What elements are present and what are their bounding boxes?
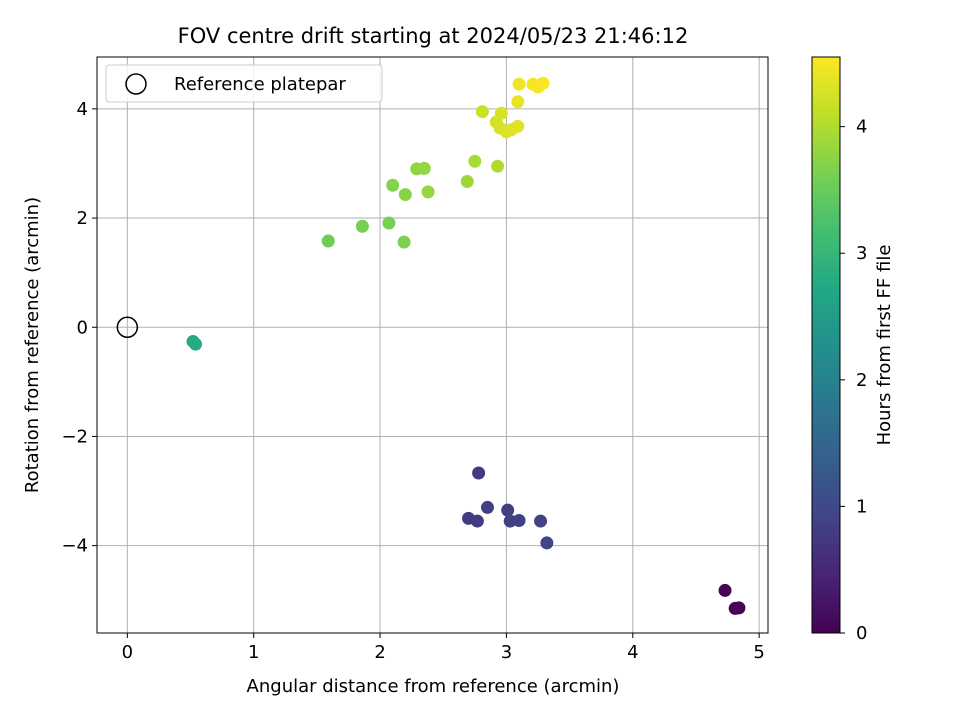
colorbar-tick-label: 0 — [856, 623, 867, 644]
reference-platepar-marker — [116, 316, 139, 339]
colorbar-tick-label: 1 — [856, 496, 867, 517]
colorbar-label: Hours from first FF file — [874, 245, 895, 446]
data-point — [321, 234, 335, 248]
reference-marker-layer — [116, 316, 139, 339]
data-point — [511, 95, 525, 109]
colorbar-gradient — [811, 56, 841, 634]
data-point — [534, 514, 548, 528]
colorbar: 0 1 2 3 4 Hours from first FF file — [811, 56, 895, 644]
colorbar-tick-label: 2 — [856, 370, 867, 391]
data-point — [501, 503, 515, 517]
x-axis-ticks: 0 1 2 3 4 5 — [122, 633, 765, 663]
x-tick-label: 1 — [248, 642, 259, 663]
data-point — [189, 337, 203, 351]
y-axis-label: Rotation from reference (arcmin) — [22, 197, 43, 493]
data-point — [421, 185, 435, 199]
plot-frame — [96, 56, 769, 634]
data-point — [540, 536, 554, 550]
data-point — [382, 216, 396, 230]
data-point — [536, 76, 550, 90]
y-tick-label: 0 — [77, 317, 88, 338]
x-tick-label: 4 — [627, 642, 638, 663]
y-tick-label: −2 — [61, 426, 88, 447]
colorbar-ticks: 0 1 2 3 4 — [840, 117, 867, 644]
data-point — [511, 119, 525, 133]
data-point — [475, 105, 489, 119]
data-point — [470, 514, 484, 528]
colorbar-tick-label: 3 — [856, 243, 867, 264]
data-point — [480, 500, 494, 514]
data-point — [512, 514, 526, 528]
y-tick-label: 2 — [77, 208, 88, 229]
chart-title: FOV centre drift starting at 2024/05/23 … — [178, 24, 689, 48]
grid — [97, 57, 768, 633]
colorbar-tick-label: 4 — [856, 117, 867, 138]
legend-box — [105, 64, 383, 103]
x-tick-label: 3 — [501, 642, 512, 663]
data-point — [398, 188, 412, 202]
data-point — [491, 159, 505, 173]
data-point — [732, 601, 746, 615]
data-point — [718, 583, 732, 597]
data-point — [460, 174, 474, 188]
data-point — [512, 77, 526, 91]
data-point — [417, 161, 431, 175]
data-point — [397, 235, 411, 249]
data-point — [472, 466, 486, 480]
y-tick-label: 4 — [77, 99, 88, 120]
x-axis-label: Angular distance from reference (arcmin) — [247, 676, 620, 697]
legend: Reference platepar — [105, 64, 383, 103]
x-tick-label: 2 — [374, 642, 385, 663]
x-tick-label: 5 — [753, 642, 764, 663]
legend-label: Reference platepar — [174, 74, 346, 95]
legend-reference-marker — [125, 73, 147, 95]
data-point — [494, 106, 508, 120]
y-axis-ticks: −4 −2 0 2 4 — [61, 99, 97, 557]
data-point — [468, 154, 482, 168]
data-point — [355, 219, 369, 233]
y-tick-label: −4 — [61, 536, 88, 557]
x-tick-label: 0 — [122, 642, 133, 663]
data-point — [386, 178, 400, 192]
scatter-points — [186, 76, 746, 615]
